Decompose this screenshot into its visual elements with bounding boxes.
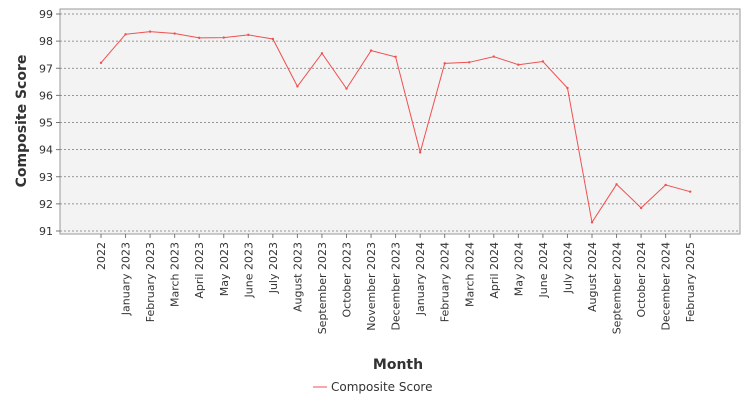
x-tick-label: February 2025 [684, 242, 697, 322]
x-tick-label: May 2023 [218, 242, 231, 296]
data-point [541, 60, 545, 63]
data-point [345, 87, 348, 90]
data-point [492, 55, 495, 58]
data-point [198, 36, 201, 40]
data-point [247, 33, 250, 37]
y-tick-label: 92 [39, 198, 53, 211]
x-tick-label: January 2023 [120, 242, 133, 316]
gridlines [60, 13, 740, 232]
data-point [689, 190, 692, 193]
x-tick-label: November 2023 [365, 242, 378, 331]
data-point [99, 61, 103, 65]
y-axis: 91 92 93 94 95 96 97 98 99 [39, 8, 60, 238]
data-point [468, 61, 471, 64]
x-tick-label: April 2024 [488, 242, 501, 299]
x-tick-label: August 2023 [291, 242, 304, 312]
data-point [271, 37, 275, 41]
x-tick-label: September 2024 [611, 242, 624, 334]
y-tick-label: 93 [39, 171, 53, 184]
x-tick-label: May 2024 [512, 242, 525, 296]
data-point [615, 183, 618, 186]
x-tick-label: 2022 [95, 242, 108, 270]
x-tick-label: October 2023 [341, 242, 354, 318]
x-tick-label: December 2023 [390, 242, 403, 331]
x-tick-label: April 2023 [193, 242, 206, 299]
y-tick-label: 97 [39, 62, 53, 75]
data-point [639, 206, 643, 210]
legend-label: Composite Score [331, 380, 432, 394]
y-axis-title: Composite Score [14, 55, 30, 188]
x-tick-label: June 2023 [242, 242, 255, 298]
data-point [590, 221, 594, 224]
data-point [124, 33, 127, 36]
x-tick-label: July 2023 [267, 242, 280, 294]
data-point [418, 151, 422, 154]
x-tick-label: March 2023 [169, 242, 182, 307]
x-tick-label: March 2024 [463, 242, 476, 307]
x-tick-label: June 2024 [537, 242, 550, 298]
y-tick-label: 94 [39, 144, 53, 157]
x-axis: 2022 January 2023 February 2023 March 2023 A… [95, 234, 697, 334]
data-point [566, 86, 569, 90]
data-point [148, 30, 152, 33]
series-group [99, 30, 692, 224]
x-tick-label: July 2024 [561, 242, 574, 294]
x-axis-title: Month [373, 357, 423, 373]
data-point [369, 49, 373, 52]
y-tick-label: 95 [39, 117, 53, 130]
x-tick-label: January 2024 [414, 242, 427, 316]
legend: Composite Score [313, 380, 432, 394]
x-tick-label: September 2023 [316, 242, 329, 334]
data-point [443, 62, 446, 65]
data-point [222, 36, 225, 39]
plot-background [59, 8, 741, 235]
data-point [173, 32, 176, 35]
y-tick-label: 99 [39, 8, 53, 21]
x-tick-label: February 2024 [439, 242, 452, 322]
data-point [517, 63, 520, 66]
data-point [664, 183, 667, 187]
x-tick-label: October 2024 [635, 242, 648, 318]
x-tick-label: February 2023 [144, 242, 157, 322]
y-tick-label: 96 [39, 89, 53, 102]
x-tick-label: August 2024 [586, 242, 599, 312]
y-tick-label: 91 [39, 225, 53, 238]
data-point [394, 55, 397, 59]
y-tick-label: 98 [39, 35, 53, 48]
data-point [296, 85, 299, 88]
x-tick-label: December 2024 [660, 242, 673, 331]
data-point [320, 52, 324, 55]
